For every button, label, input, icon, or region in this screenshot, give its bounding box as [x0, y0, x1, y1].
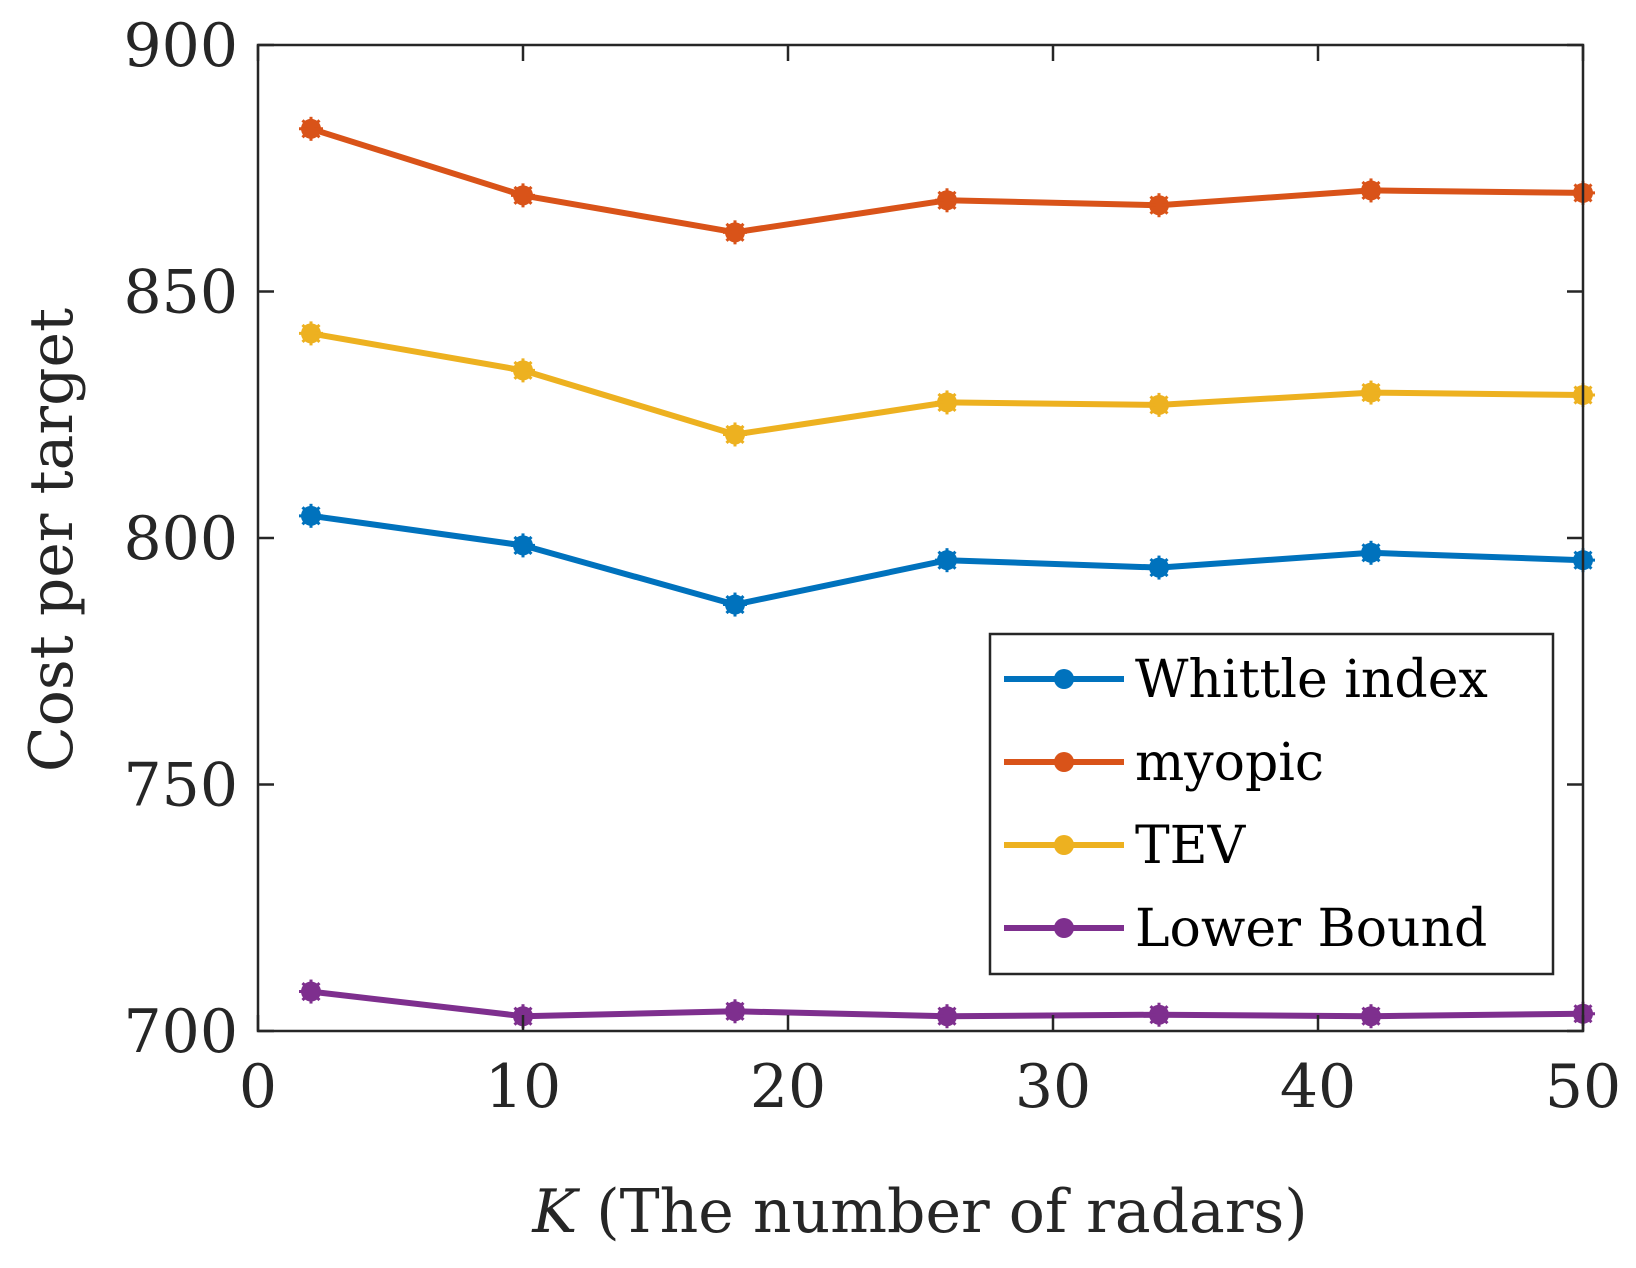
- legend-swatch-marker: [1054, 669, 1074, 689]
- x-axis-title-rest: (The number of radars): [577, 1177, 1308, 1247]
- legend-label: myopic: [1135, 733, 1324, 793]
- data-point: [723, 592, 747, 617]
- data-point-star-arm: [725, 424, 745, 445]
- x-tick-label: 20: [750, 1052, 826, 1122]
- data-point: [299, 321, 323, 346]
- data-point-star-arm: [725, 595, 745, 615]
- legend-swatch-marker: [1054, 918, 1074, 938]
- data-point-star-arm: [1149, 195, 1169, 215]
- data-point-star-arm: [937, 392, 957, 412]
- data-point-star-arm: [301, 323, 321, 343]
- x-tick-label: 40: [1280, 1052, 1356, 1122]
- legend-swatch-marker: [1054, 835, 1074, 855]
- data-point-star-arm: [937, 190, 957, 210]
- data-point: [935, 188, 959, 213]
- data-point: [1359, 178, 1383, 203]
- data-point: [299, 979, 323, 1004]
- data-point: [511, 183, 535, 208]
- x-axis-title-variable: K: [531, 1177, 580, 1247]
- y-tick-label: 750: [123, 751, 238, 821]
- x-tick-label: 10: [485, 1052, 561, 1122]
- data-point: [511, 358, 535, 383]
- data-point: [723, 422, 747, 447]
- x-axis-title: K (The number of radars): [531, 1177, 1307, 1247]
- legend-item: Whittle index: [1004, 650, 1488, 710]
- data-point-star-arm: [1361, 383, 1381, 403]
- data-point-star-arm: [725, 1001, 745, 1021]
- data-point-star-arm: [513, 360, 533, 380]
- data-point: [511, 533, 535, 558]
- data-point-star-arm: [1361, 180, 1381, 200]
- data-point-star-arm: [937, 1006, 957, 1026]
- axes: 0 10 20 30 40 50 700 750 800 850 900: [123, 11, 1621, 1122]
- data-point-star-arm: [513, 535, 533, 555]
- data-point-star-arm: [301, 119, 321, 139]
- data-point: [723, 999, 747, 1024]
- y-tick-label: 900: [123, 11, 238, 81]
- y-tick-label: 700: [123, 997, 238, 1067]
- data-point: [1359, 380, 1383, 405]
- legend-item: TEV: [1004, 816, 1247, 876]
- legend-swatch-marker: [1054, 752, 1074, 772]
- y-tick-label: 800: [123, 504, 238, 574]
- data-point: [1147, 193, 1171, 218]
- data-point: [299, 503, 323, 528]
- data-point-star-arm: [301, 506, 321, 526]
- data-point-star-arm: [725, 222, 745, 242]
- legend-label: Whittle index: [1135, 650, 1488, 710]
- legend-label: Lower Bound: [1135, 899, 1487, 959]
- data-point: [1147, 392, 1171, 417]
- data-point: [935, 390, 959, 415]
- data-point-star-arm: [301, 982, 321, 1002]
- x-tick-label: 0: [239, 1052, 277, 1122]
- legend-item: myopic: [1004, 733, 1324, 793]
- data-point: [1147, 1002, 1171, 1027]
- data-point: [935, 548, 959, 573]
- x-tick-label: 50: [1545, 1052, 1621, 1122]
- legend-label: TEV: [1135, 816, 1247, 876]
- data-point-star-arm: [937, 550, 957, 570]
- legend-item: Lower Bound: [1004, 899, 1487, 959]
- y-tick-label: 850: [123, 258, 238, 328]
- data-point: [935, 1004, 959, 1029]
- data-point-star-arm: [513, 185, 533, 205]
- legend-box: [988, 632, 1555, 976]
- data-point-star-arm: [1149, 1005, 1169, 1025]
- data-point: [1147, 555, 1171, 580]
- data-point: [299, 116, 323, 141]
- y-axis-title: Cost per target: [17, 308, 87, 772]
- data-point: [723, 220, 747, 245]
- legend: Whittle index myopic TEV Lower Bound: [988, 632, 1555, 976]
- x-tick-label: 30: [1015, 1052, 1091, 1122]
- data-point-star-arm: [1149, 558, 1169, 578]
- data-point-star-arm: [1361, 1006, 1381, 1026]
- data-point-star-arm: [1149, 395, 1169, 415]
- data-point: [1359, 1004, 1383, 1029]
- data-point-star-arm: [1361, 543, 1381, 563]
- data-point: [1359, 540, 1383, 565]
